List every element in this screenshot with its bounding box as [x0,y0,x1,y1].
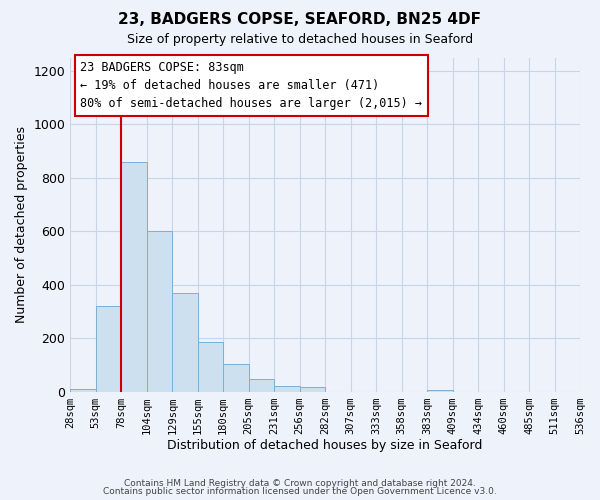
Bar [198,342,223,392]
Bar [172,292,198,392]
Text: Size of property relative to detached houses in Seaford: Size of property relative to detached ho… [127,32,473,46]
Bar [147,231,172,392]
Bar [96,306,121,392]
Bar [427,390,452,392]
X-axis label: Distribution of detached houses by size in Seaford: Distribution of detached houses by size … [167,440,483,452]
Bar [248,379,274,392]
Bar [121,162,147,392]
Bar [223,364,248,392]
Text: Contains HM Land Registry data © Crown copyright and database right 2024.: Contains HM Land Registry data © Crown c… [124,478,476,488]
Bar [70,389,96,392]
Bar [274,386,299,392]
Text: 23, BADGERS COPSE, SEAFORD, BN25 4DF: 23, BADGERS COPSE, SEAFORD, BN25 4DF [119,12,482,28]
Text: 23 BADGERS COPSE: 83sqm
← 19% of detached houses are smaller (471)
80% of semi-d: 23 BADGERS COPSE: 83sqm ← 19% of detache… [80,61,422,110]
Y-axis label: Number of detached properties: Number of detached properties [15,126,28,323]
Text: Contains public sector information licensed under the Open Government Licence v3: Contains public sector information licen… [103,487,497,496]
Bar [299,387,325,392]
